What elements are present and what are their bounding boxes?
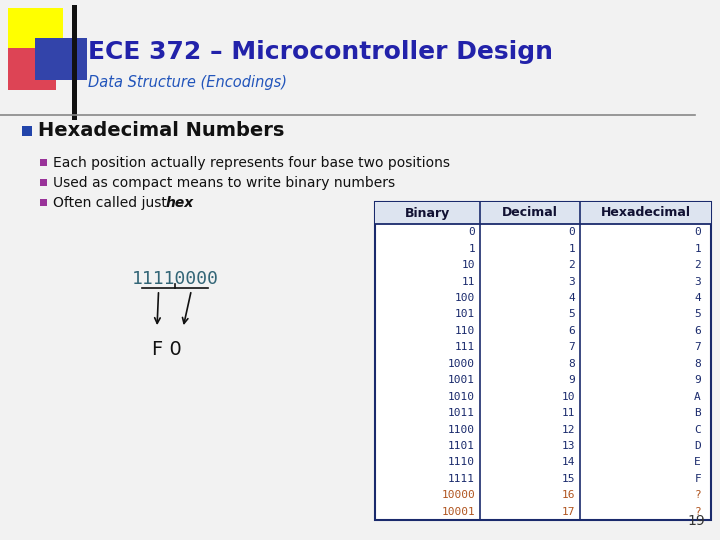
Text: 9: 9: [568, 375, 575, 385]
Text: 0: 0: [468, 227, 475, 237]
Text: 10001: 10001: [441, 507, 475, 517]
Text: C: C: [694, 424, 701, 435]
Text: ?: ?: [694, 507, 701, 517]
Text: F 0: F 0: [152, 340, 182, 359]
Text: 9: 9: [694, 375, 701, 385]
Text: 6: 6: [694, 326, 701, 336]
Text: 1: 1: [568, 244, 575, 254]
Text: Often called just: Often called just: [53, 196, 171, 210]
Text: Hexadecimal Numbers: Hexadecimal Numbers: [38, 122, 284, 140]
Text: 1: 1: [468, 244, 475, 254]
Text: 4: 4: [694, 293, 701, 303]
Text: 5: 5: [568, 309, 575, 320]
Text: 8: 8: [568, 359, 575, 369]
Text: 110: 110: [455, 326, 475, 336]
Text: 10: 10: [462, 260, 475, 270]
Text: hex: hex: [166, 196, 194, 210]
Bar: [72, 5, 77, 120]
Text: 11: 11: [462, 276, 475, 287]
Text: D: D: [694, 441, 701, 451]
Text: A: A: [694, 392, 701, 402]
Text: 3: 3: [694, 276, 701, 287]
Text: 1110: 1110: [448, 457, 475, 468]
Text: 14: 14: [562, 457, 575, 468]
Text: 10000: 10000: [441, 490, 475, 501]
Text: 100: 100: [455, 293, 475, 303]
Text: E: E: [694, 457, 701, 468]
Text: 11: 11: [562, 408, 575, 418]
Text: 7: 7: [568, 342, 575, 352]
Text: 2: 2: [568, 260, 575, 270]
Text: Used as compact means to write binary numbers: Used as compact means to write binary nu…: [53, 176, 395, 190]
Text: ECE 372 – Microcontroller Design: ECE 372 – Microcontroller Design: [88, 40, 553, 64]
Text: B: B: [694, 408, 701, 418]
Bar: [22, 126, 32, 136]
Text: 17: 17: [562, 507, 575, 517]
Bar: [375, 202, 711, 520]
Text: 4: 4: [568, 293, 575, 303]
Text: Binary: Binary: [405, 206, 450, 219]
Bar: [375, 202, 711, 224]
Text: 6: 6: [568, 326, 575, 336]
Text: 15: 15: [562, 474, 575, 484]
Text: 16: 16: [562, 490, 575, 501]
Text: 0: 0: [694, 227, 701, 237]
Text: 0: 0: [568, 227, 575, 237]
Text: 10: 10: [562, 392, 575, 402]
Text: 111: 111: [455, 342, 475, 352]
Bar: [8, 8, 63, 63]
Text: 1010: 1010: [448, 392, 475, 402]
Text: 1101: 1101: [448, 441, 475, 451]
Text: 1: 1: [694, 244, 701, 254]
Text: Hexadecimal: Hexadecimal: [600, 206, 690, 219]
Bar: [8, 48, 56, 90]
Text: 1000: 1000: [448, 359, 475, 369]
Text: 1011: 1011: [448, 408, 475, 418]
Text: 1001: 1001: [448, 375, 475, 385]
Text: 5: 5: [694, 309, 701, 320]
Text: 3: 3: [568, 276, 575, 287]
Text: 8: 8: [694, 359, 701, 369]
Text: ?: ?: [694, 490, 701, 501]
Text: 1100: 1100: [448, 424, 475, 435]
Text: 101: 101: [455, 309, 475, 320]
Bar: [40, 179, 47, 186]
Text: 1111: 1111: [448, 474, 475, 484]
Text: 11110000: 11110000: [132, 270, 218, 288]
Text: Each position actually represents four base two positions: Each position actually represents four b…: [53, 156, 450, 170]
Text: 19: 19: [688, 514, 705, 528]
Text: F: F: [694, 474, 701, 484]
Text: Data Structure (Encodings): Data Structure (Encodings): [88, 75, 287, 90]
Bar: [40, 199, 47, 206]
Text: 2: 2: [694, 260, 701, 270]
Text: 7: 7: [694, 342, 701, 352]
Text: 12: 12: [562, 424, 575, 435]
Text: 13: 13: [562, 441, 575, 451]
Bar: [35, 38, 87, 80]
Text: Decimal: Decimal: [502, 206, 558, 219]
Bar: [40, 159, 47, 166]
